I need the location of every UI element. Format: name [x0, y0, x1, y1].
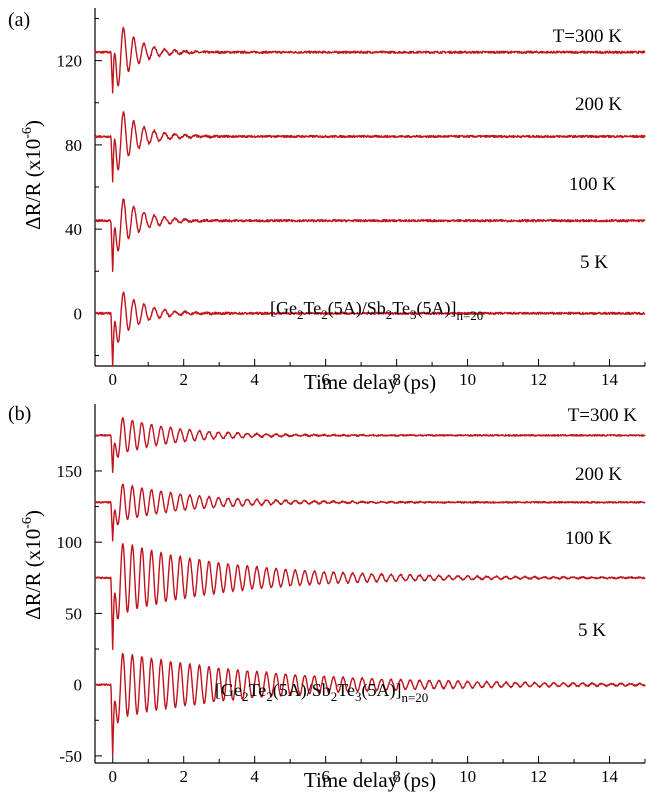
y-tick-label: -50 [59, 747, 82, 766]
y-axis-title-b-main: ΔR/R (x10 [21, 529, 45, 620]
trace-label: 5 K [578, 620, 606, 641]
panel-label-a: (a) [8, 9, 30, 31]
trace-5-k [94, 291, 646, 367]
plot-frame-b [94, 404, 645, 764]
x-tick-label: 4 [250, 767, 259, 786]
x-tick-label: 14 [601, 767, 619, 786]
svg-text:ΔR/R (x10-6): ΔR/R (x10-6) [20, 120, 45, 230]
y-axis-title-b-tail: ) [21, 510, 45, 517]
trace-labels-a: T=300 K 200 K 100 K 5 K [553, 26, 623, 273]
trace-200-k [94, 111, 646, 183]
trace-label: T=300 K [553, 26, 623, 47]
x-axis-title-a: Time delay (ps) [304, 370, 436, 394]
x-tick-label: 2 [179, 767, 188, 786]
y-tick-label: 80 [65, 136, 82, 155]
x-tick-label: 6 [321, 767, 330, 786]
panel-b: (b) ΔR/R (x10-6) Time delay (ps) 0 2 4 6 8 10… [8, 403, 646, 792]
x-tick-label: 2 [179, 370, 188, 389]
trace-200-k [94, 483, 646, 542]
y-axis-title-a-tail: ) [21, 120, 45, 127]
x-axis-title-b: Time delay (ps) [304, 768, 436, 792]
trace-label: 100 K [569, 174, 616, 195]
trace-label: 200 K [575, 94, 622, 115]
y-axis-title-a-main: ΔR/R (x10 [21, 139, 45, 230]
panel-label-b: (b) [8, 403, 31, 425]
y-tick-label: 0 [74, 304, 83, 323]
panel-a: (a) ΔR/R (x10-6) Time delay (ps) 0 2 4 6 8 10… [8, 8, 646, 394]
traces-a [94, 26, 646, 367]
y-tick-label: 100 [57, 533, 83, 552]
y-axis-title-a-exp: -6 [20, 127, 35, 139]
trace-label: T=300 K [568, 405, 638, 426]
axis-ticks-a: 0 2 4 6 8 10 12 14 0 40 80 120 [57, 18, 646, 389]
x-tick-label: 14 [601, 370, 619, 389]
trace-100-k [94, 198, 646, 273]
y-tick-label: 40 [65, 220, 82, 239]
x-tick-label: 0 [108, 767, 117, 786]
y-axis-title-a: ΔR/R (x10-6) [20, 120, 45, 230]
x-tick-label: 8 [392, 370, 401, 389]
y-tick-label: 0 [74, 676, 83, 695]
trace-100-k [94, 543, 646, 650]
x-tick-label: 12 [530, 767, 547, 786]
trace-label: 5 K [580, 252, 608, 273]
trace-label: 200 K [575, 464, 622, 485]
y-tick-label: 120 [57, 52, 83, 71]
sample-formula-a: [Ge2Te2(5A)/Sb2Te3(5A)]n=20 [270, 298, 483, 323]
axis-ticks-b: 0 2 4 6 8 10 12 14 -50 0 50 100 150 [57, 434, 646, 786]
y-axis-title-b: ΔR/R (x10-6) [20, 510, 45, 620]
trace-labels-b: T=300 K 200 K 100 K 5 K [565, 405, 637, 641]
x-tick-label: 6 [321, 370, 330, 389]
trace-5-k [94, 652, 646, 757]
x-tick-label: 10 [459, 370, 476, 389]
trace-label: 100 K [565, 528, 612, 549]
x-tick-label: 10 [459, 767, 476, 786]
trace-t-300-k [94, 417, 646, 474]
x-tick-label: 4 [250, 370, 259, 389]
sample-formula-b: [Ge2Te2(5A)/Sb2Te3(5A)]n=20 [215, 680, 428, 705]
traces-b [94, 417, 646, 757]
y-axis-title-b-exp: -6 [20, 517, 35, 529]
x-tick-label: 0 [108, 370, 117, 389]
y-tick-label: 150 [57, 462, 83, 481]
trace-t-300-k [94, 26, 646, 94]
svg-text:ΔR/R (x10-6): ΔR/R (x10-6) [20, 510, 45, 620]
x-tick-label: 8 [392, 767, 401, 786]
y-tick-label: 50 [65, 604, 82, 623]
x-tick-label: 12 [530, 370, 547, 389]
